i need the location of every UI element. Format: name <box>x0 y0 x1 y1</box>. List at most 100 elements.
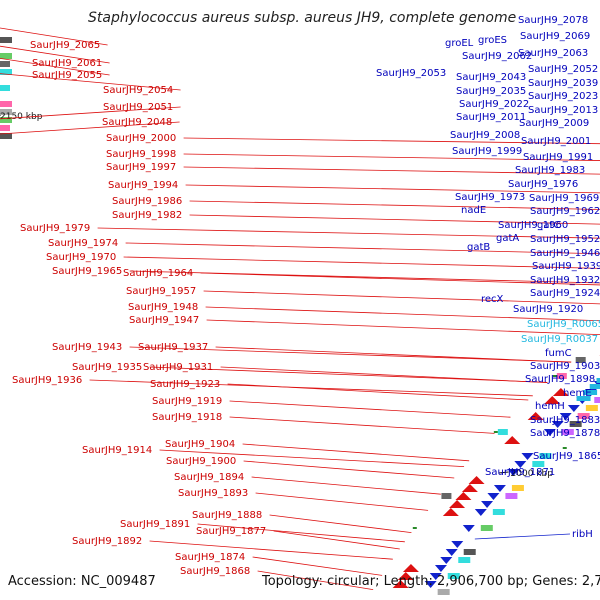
gene-labels: SaurJH9_2065SaurJH9_2061SaurJH9_2055Saur… <box>12 15 600 577</box>
forward-gene-arrow <box>552 388 569 396</box>
reverse-gene-arrow <box>474 509 487 516</box>
left-leader-line <box>229 400 511 418</box>
reverse-gene-arrow <box>551 421 564 428</box>
functional-class-box <box>447 573 460 579</box>
functional-class-box <box>0 37 12 43</box>
left-leader-line <box>0 106 181 120</box>
forward-gene-label: SaurJH9_1918 <box>152 412 222 423</box>
left-leader-line <box>200 272 600 286</box>
reverse-gene-label: SaurJH9_1898 <box>525 374 595 385</box>
reverse-gene-label: SaurJH9_1946 <box>530 248 600 259</box>
reverse-gene-arrow <box>559 413 572 420</box>
functional-class-box <box>594 397 600 403</box>
reverse-gene-label: groES <box>478 35 507 46</box>
forward-gene-label: SaurJH9_1970 <box>46 252 116 263</box>
left-leader-line <box>227 383 529 401</box>
reverse-gene-label: SaurJH9_2078 <box>518 15 588 26</box>
functional-class-box <box>0 109 12 115</box>
reverse-gene-label: SaurJH9_1920 <box>513 304 583 315</box>
reverse-gene-label: recX <box>481 294 504 305</box>
forward-gene-arrow <box>468 476 485 484</box>
forward-gene-arrow <box>504 436 521 444</box>
reverse-gene-arrow <box>521 453 534 460</box>
forward-gene-label: SaurJH9_2048 <box>102 117 172 128</box>
functional-class-box <box>532 461 545 467</box>
left-leader-line <box>185 184 600 194</box>
rna-feature <box>583 390 598 395</box>
reverse-gene-label: SaurJH9_2069 <box>520 31 590 42</box>
forward-gene-label: SaurJH9_1948 <box>128 302 198 313</box>
reverse-gene-label: SaurJH9_2011 <box>456 112 526 123</box>
forward-gene-label: SaurJH9_1935 <box>72 362 142 373</box>
functional-class-box <box>511 485 524 491</box>
reverse-gene-arrow <box>445 549 458 556</box>
functional-class-box <box>492 509 505 515</box>
forward-gene-label: SaurJH9_1982 <box>112 210 182 221</box>
forward-gene-arrow <box>527 412 544 420</box>
functional-class-box <box>569 421 582 427</box>
forward-gene-label: SaurJH9_1892 <box>72 536 142 547</box>
forward-gene-label: SaurJH9_1923 <box>150 379 220 390</box>
reverse-gene-label: SaurJH9_1903 <box>530 361 600 372</box>
reverse-gene-label: SaurJH9_1991 <box>523 152 593 163</box>
left-leader-line <box>129 346 572 363</box>
functional-class-box <box>0 61 10 67</box>
functional-class-box <box>505 493 518 499</box>
forward-gene-arrow <box>449 500 466 508</box>
reverse-gene-label: SaurJH9_1962 <box>530 206 600 217</box>
reverse-gene-label: SaurJH9_1976 <box>508 179 578 190</box>
marker-tick <box>562 447 567 449</box>
reverse-gene-arrow <box>514 461 527 468</box>
functional-class-box <box>480 525 493 531</box>
left-leader-line <box>0 58 110 76</box>
forward-gene-arrow <box>392 580 409 588</box>
marker-tick <box>412 527 417 529</box>
forward-gene-label: SaurJH9_1943 <box>52 342 122 353</box>
forward-gene-label: SaurJH9_2000 <box>106 133 176 144</box>
reverse-gene-label: SaurJH9_1952 <box>530 234 600 245</box>
functional-class-box <box>463 549 476 555</box>
left-leader-line <box>229 416 495 434</box>
forward-gene-label: SaurJH9_1868 <box>180 566 250 577</box>
left-leader-line <box>269 514 412 533</box>
reverse-gene-label: SaurJH9_1999 <box>452 146 522 157</box>
left-leader-line <box>123 256 600 269</box>
forward-gene-label: SaurJH9_1919 <box>152 396 222 407</box>
forward-gene-label: SaurJH9_1936 <box>12 375 82 386</box>
reverse-gene-label: SaurJH9_1883 <box>530 415 600 426</box>
forward-gene-label: SaurJH9_1888 <box>192 510 262 521</box>
marker-tick <box>493 431 498 433</box>
reverse-gene-label: SaurJH9_2009 <box>519 118 589 129</box>
reverse-gene-label: ribH <box>572 529 593 540</box>
rna-gene-label: SaurJH9_R0065 <box>527 319 600 330</box>
reverse-gene-label: SaurJH9_1871 <box>485 467 555 478</box>
forward-gene-label: SaurJH9_1894 <box>174 472 244 483</box>
forward-gene-label: SaurJH9_1893 <box>178 488 248 499</box>
reverse-gene-label: hemH <box>535 401 565 412</box>
reverse-gene-arrow <box>543 429 556 436</box>
forward-gene-arrow <box>544 396 561 404</box>
left-leader-line <box>251 476 441 495</box>
reverse-gene-arrow <box>440 557 453 564</box>
left-leader-line <box>183 166 600 175</box>
reverse-gene-label: SaurJH9_2052 <box>528 64 598 75</box>
left-leader-line <box>0 73 181 91</box>
reverse-gene-arrow <box>462 525 475 532</box>
accession-text: Accession: NC_009487 <box>8 574 156 589</box>
left-leader-line <box>149 540 393 560</box>
scale-tick-label: 2000 kbp <box>511 469 554 479</box>
forward-gene-label: SaurJH9_1986 <box>112 196 182 207</box>
forward-gene-label: SaurJH9_1974 <box>48 238 118 249</box>
functional-class-box <box>437 589 450 595</box>
feature-tracks <box>0 37 600 595</box>
reverse-gene-label: SaurJH9_2022 <box>459 99 529 110</box>
forward-gene-label: SaurJH9_1891 <box>120 519 190 530</box>
left-leader-line <box>0 27 108 46</box>
reverse-gene-label: groEL <box>445 38 474 49</box>
forward-gene-label: SaurJH9_1914 <box>82 445 152 456</box>
functional-class-box <box>539 453 552 459</box>
reverse-gene-label: fumC <box>545 348 572 359</box>
functional-class-box <box>0 125 10 131</box>
reverse-gene-label: hemE <box>563 388 592 399</box>
